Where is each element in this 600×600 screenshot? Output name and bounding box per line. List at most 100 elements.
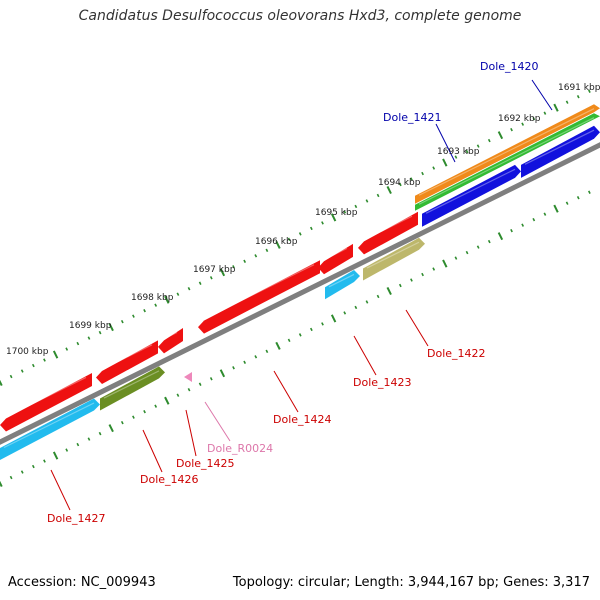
- minor-tick: [87, 336, 91, 340]
- minor-tick: [187, 287, 191, 291]
- gene-label-dole-1424[interactable]: Dole_1424: [273, 413, 332, 426]
- feature-olive-1426: [100, 366, 165, 411]
- cds-dole-1423: [318, 243, 353, 275]
- cds-dole-1421: [422, 164, 521, 227]
- gene-label-dole-1427[interactable]: Dole_1427: [47, 512, 106, 525]
- minor-tick: [354, 305, 358, 310]
- kbp-label-1696: 1696 kbp: [255, 237, 298, 247]
- gene-label-dole-1422[interactable]: Dole_1422: [427, 347, 486, 360]
- kbp-label-1691: 1691 kbp: [558, 83, 600, 93]
- minor-tick: [65, 448, 69, 452]
- gene-label-dole-1425[interactable]: Dole_1425: [176, 457, 235, 470]
- minor-tick: [454, 155, 458, 159]
- minor-tick: [65, 347, 69, 351]
- minor-tick: [20, 369, 24, 373]
- minor-tick: [243, 259, 247, 264]
- minor-tick: [209, 276, 213, 280]
- major-tick: [553, 103, 559, 112]
- minor-tick: [98, 330, 102, 335]
- cds-dole-1426: [96, 340, 158, 385]
- major-tick: [52, 451, 59, 460]
- minor-tick: [576, 196, 580, 200]
- minor-tick: [376, 294, 380, 299]
- minor-tick: [354, 204, 358, 209]
- minor-tick: [454, 256, 458, 260]
- minor-tick: [287, 338, 291, 343]
- kbp-label-1697: 1697 kbp: [193, 265, 236, 275]
- gene-label-dole-1420[interactable]: Dole_1420: [480, 60, 539, 73]
- minor-tick: [476, 144, 480, 148]
- minor-tick: [254, 254, 258, 258]
- major-tick: [0, 379, 3, 387]
- major-tick: [553, 204, 559, 213]
- minor-tick: [487, 138, 491, 143]
- gene-label-dole-1426[interactable]: Dole_1426: [140, 473, 199, 486]
- major-tick: [330, 213, 337, 222]
- major-tick: [219, 268, 226, 277]
- major-tick: [164, 396, 170, 405]
- minor-tick: [432, 166, 436, 170]
- minor-tick: [176, 292, 180, 296]
- rna-dole-r0024: [184, 372, 192, 382]
- major-tick: [219, 369, 226, 378]
- major-tick: [497, 232, 504, 241]
- genome-backbone: [0, 142, 600, 445]
- major-tick: [108, 323, 114, 332]
- kbp-label-1698: 1698 kbp: [131, 293, 174, 303]
- minor-tick: [209, 377, 213, 381]
- feature-cyan-1427: [0, 398, 100, 460]
- minor-tick: [143, 409, 146, 414]
- gene-label-dole-1421[interactable]: Dole_1421: [383, 111, 442, 124]
- minor-tick: [487, 239, 491, 244]
- gene-labels: Dole_1420 Dole_1421 Dole_1422 Dole_1423 Dole…: [47, 60, 539, 525]
- minor-tick: [476, 245, 480, 249]
- minor-tick: [365, 199, 369, 203]
- leader-dole-1427: [50, 469, 71, 511]
- cds-dole-1422: [358, 211, 418, 255]
- minor-tick: [398, 182, 402, 187]
- minor-tick: [376, 193, 380, 198]
- minor-tick: [309, 226, 313, 231]
- feature-khaki-1422: [363, 237, 425, 281]
- minor-tick: [254, 355, 258, 359]
- minor-tick: [532, 217, 536, 222]
- minor-tick: [132, 314, 135, 318]
- feature-tracks: [0, 104, 600, 460]
- gene-label-dole-1423[interactable]: Dole_1423: [353, 376, 412, 389]
- minor-tick: [265, 349, 269, 354]
- major-tick: [275, 341, 281, 350]
- major-tick: [275, 240, 281, 249]
- gene-label-dole-r0024[interactable]: Dole_R0024: [207, 442, 273, 455]
- kbp-label-1700: 1700 kbp: [6, 347, 49, 357]
- minor-tick: [365, 300, 369, 304]
- major-tick: [442, 158, 448, 167]
- minor-tick: [43, 358, 46, 362]
- minor-tick: [510, 228, 513, 233]
- minor-tick: [187, 388, 191, 392]
- minor-tick: [265, 248, 269, 253]
- major-tick: [108, 424, 114, 433]
- kbp-label-1694: 1694 kbp: [378, 178, 421, 188]
- minor-tick: [154, 404, 158, 408]
- minor-tick: [120, 420, 124, 425]
- minor-tick: [587, 190, 591, 194]
- minor-tick: [31, 464, 35, 469]
- minor-tick: [532, 116, 536, 121]
- minor-tick: [343, 311, 347, 315]
- minor-tick: [521, 223, 525, 227]
- minor-tick: [321, 322, 324, 326]
- minor-tick: [343, 210, 347, 214]
- leader-dole-1421: [435, 123, 456, 163]
- cds-dole-1425: [158, 327, 183, 354]
- minor-tick: [243, 360, 247, 365]
- minor-tick: [565, 201, 569, 205]
- minor-tick: [587, 89, 591, 93]
- kbp-labels: 1691 kbp 1692 kbp 1693 kbp 1694 kbp 1695 kbp…: [6, 83, 600, 357]
- kbp-label-1699: 1699 kbp: [69, 321, 112, 331]
- inner-tick-ring: [0, 190, 591, 488]
- minor-tick: [98, 431, 102, 436]
- minor-tick: [398, 283, 402, 288]
- minor-tick: [232, 265, 235, 269]
- major-tick: [330, 314, 337, 323]
- major-tick: [386, 185, 392, 195]
